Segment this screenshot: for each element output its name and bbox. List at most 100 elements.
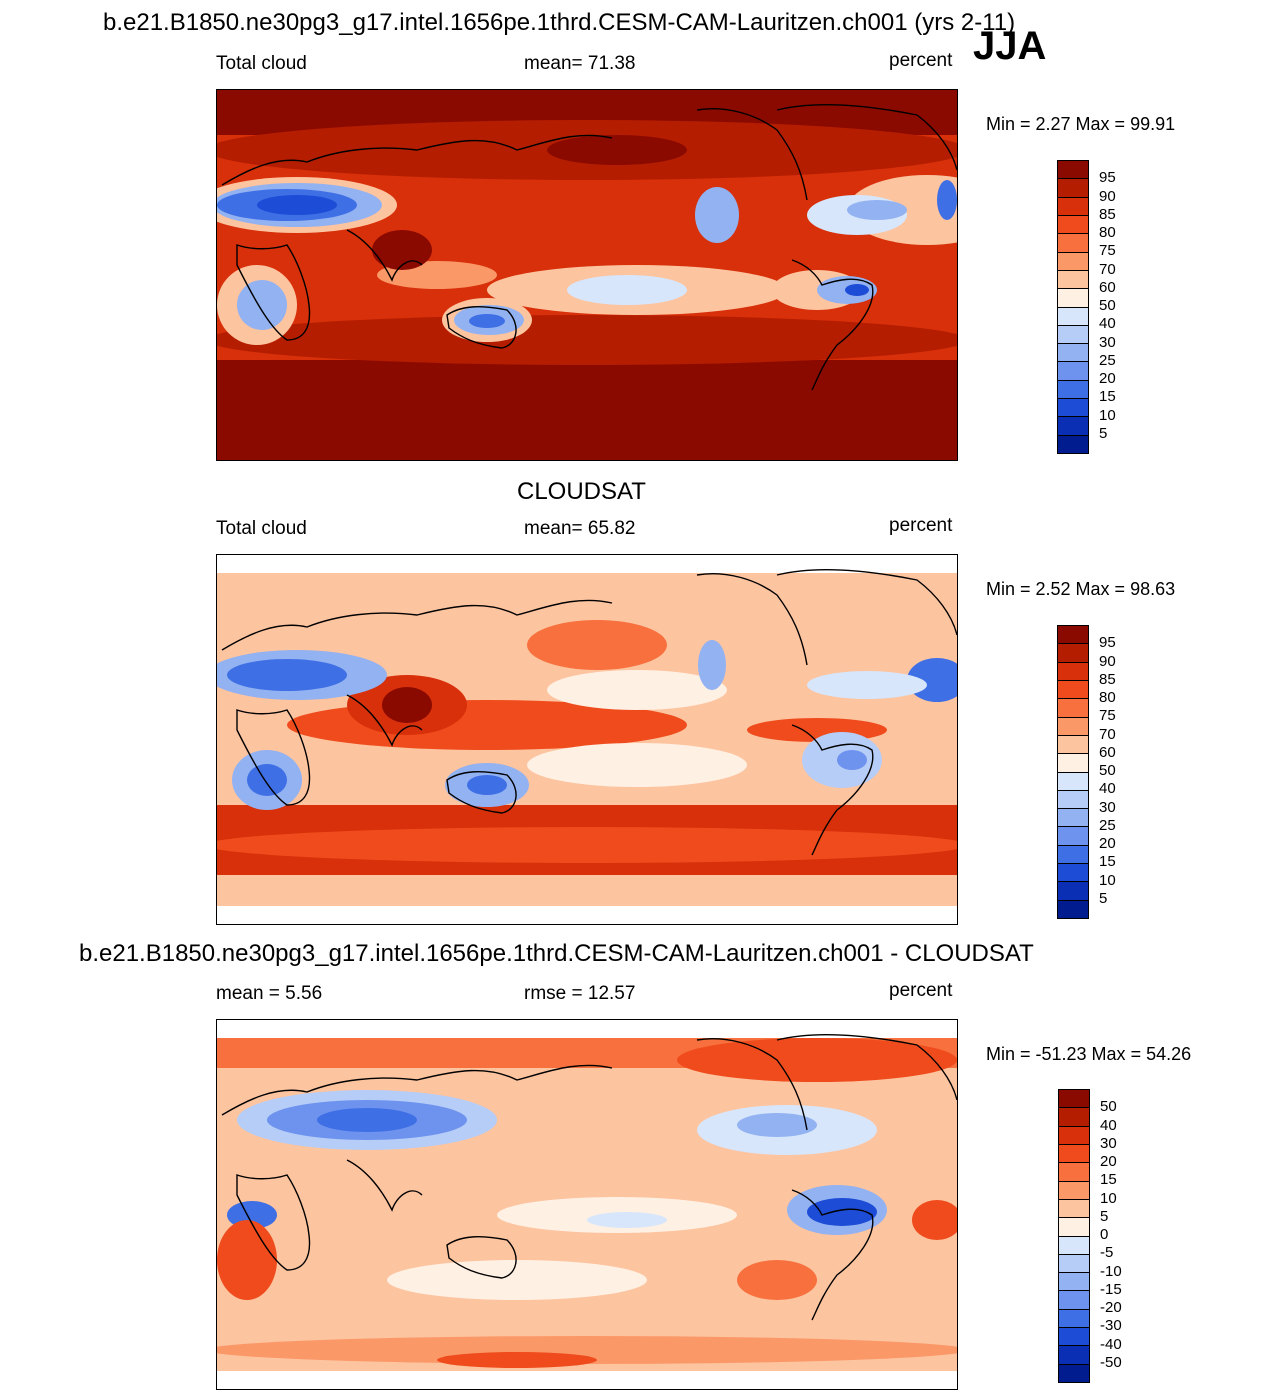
- colorbar-3-swatch: [1059, 1364, 1089, 1382]
- colorbar-2-swatch: [1058, 845, 1088, 865]
- colorbar-3-swatch: [1059, 1181, 1089, 1200]
- panel-3-field: [217, 1020, 957, 1389]
- panel-3-colorbar: [1058, 1089, 1090, 1383]
- colorbar-2-swatch: [1058, 809, 1088, 828]
- panel-3-mean-label: mean = 5.56: [216, 983, 323, 1004]
- panel-2-coastlines: [221, 568, 957, 856]
- colorbar-1-swatch: [1058, 362, 1088, 381]
- panel-1-minmax: Min = 2.27 Max = 99.91: [986, 114, 1176, 134]
- colorbar-2-tick-label: 20: [1099, 835, 1116, 852]
- colorbar-3-tick-label: -40: [1100, 1335, 1122, 1353]
- panel-2-map: [216, 554, 958, 925]
- panel-2-left-label: Total cloud: [216, 518, 307, 539]
- colorbar-2-tick-label: 70: [1099, 725, 1116, 743]
- panel-3-title: b.e21.B1850.ne30pg3_g17.intel.1656pe.1th…: [79, 940, 1034, 967]
- colorbar-1-swatch: [1058, 435, 1088, 453]
- colorbar-2-swatch: [1058, 699, 1088, 718]
- colorbar-3-swatch: [1059, 1328, 1089, 1347]
- colorbar-1-swatch: [1058, 234, 1088, 253]
- panel-3-rmse-label: rmse = 12.57: [524, 983, 636, 1004]
- colorbar-3-swatch: [1059, 1309, 1089, 1329]
- panel-3-map-svg: [217, 1020, 957, 1389]
- panel-1-title: b.e21.B1850.ne30pg3_g17.intel.1656pe.1th…: [103, 9, 1016, 36]
- colorbar-1-swatch: [1058, 325, 1088, 345]
- panel-1-left-label: Total cloud: [216, 53, 307, 74]
- panel-3-map: [216, 1019, 958, 1390]
- colorbar-2-swatch: [1058, 772, 1088, 791]
- colorbar-3-swatch: [1059, 1090, 1089, 1109]
- colorbar-1-tick-label: 25: [1099, 351, 1116, 369]
- colorbar-1-swatch: [1058, 417, 1088, 436]
- colorbar-1-tick-label: 50: [1099, 297, 1116, 314]
- panel-3-minmax: Min = -51.23 Max = 54.26: [986, 1044, 1192, 1064]
- panel-2-colorbar: [1057, 625, 1089, 919]
- colorbar-2-swatch: [1058, 827, 1088, 846]
- colorbar-1-tick-label: 80: [1099, 224, 1116, 241]
- colorbar-1-tick-label: 95: [1099, 169, 1116, 187]
- colorbar-3-swatch: [1059, 1163, 1089, 1182]
- colorbar-2-swatch: [1058, 754, 1088, 773]
- panel-3-units-label: percent: [889, 980, 953, 1001]
- colorbar-2-tick-label: 15: [1099, 853, 1116, 871]
- colorbar-3-tick-label: 0: [1100, 1226, 1109, 1243]
- colorbar-2-swatch: [1058, 735, 1088, 755]
- colorbar-1-tick-label: 40: [1099, 315, 1116, 333]
- colorbar-2-tick-label: 5: [1099, 889, 1108, 907]
- colorbar-1-tick-label: 10: [1099, 406, 1116, 424]
- colorbar-2-swatch: [1058, 680, 1088, 700]
- colorbar-2-tick-label: 90: [1099, 652, 1116, 670]
- colorbar-1-swatch: [1058, 161, 1088, 180]
- panel-1-colorbar: [1057, 160, 1089, 454]
- panel-1-coastlines: [221, 103, 957, 391]
- colorbar-3-tick-label: -20: [1100, 1299, 1122, 1316]
- colorbar-3-tick-label: 50: [1100, 1098, 1117, 1116]
- colorbar-1-tick-label: 60: [1099, 278, 1116, 296]
- colorbar-2-tick-label: 10: [1099, 871, 1116, 889]
- colorbar-1-swatch: [1058, 270, 1088, 290]
- colorbar-3-tick-label: 10: [1100, 1189, 1117, 1207]
- colorbar-3-swatch: [1059, 1199, 1089, 1219]
- colorbar-1-swatch: [1058, 179, 1088, 198]
- colorbar-1-tick-label: 70: [1099, 260, 1116, 278]
- colorbar-3-swatch: [1059, 1126, 1089, 1145]
- panel-2-map-svg: [217, 555, 957, 924]
- colorbar-3-tick-label: -30: [1100, 1317, 1122, 1335]
- colorbar-3-swatch: [1059, 1346, 1089, 1365]
- colorbar-2-tick-label: 80: [1099, 689, 1116, 706]
- colorbar-2-swatch: [1058, 864, 1088, 883]
- colorbar-1-swatch: [1058, 289, 1088, 308]
- colorbar-1-swatch: [1058, 380, 1088, 400]
- colorbar-1-swatch: [1058, 307, 1088, 326]
- colorbar-1-tick-label: 20: [1099, 370, 1116, 387]
- colorbar-2-swatch: [1058, 626, 1088, 645]
- colorbar-1-tick-label: 85: [1099, 205, 1116, 223]
- panel-1-mean-label: mean= 71.38: [524, 53, 636, 74]
- colorbar-3-tick-label: 20: [1100, 1153, 1117, 1170]
- colorbar-3-tick-label: 40: [1100, 1116, 1117, 1134]
- panel-1-map: [216, 89, 958, 461]
- colorbar-1-tick-label: 30: [1099, 333, 1116, 351]
- colorbar-2-tick-label: 50: [1099, 762, 1116, 779]
- panel-1-units-label: percent: [889, 50, 953, 71]
- colorbar-1-tick-label: 5: [1099, 424, 1108, 442]
- colorbar-2-tick-label: 30: [1099, 798, 1116, 816]
- colorbar-3-tick-label: -50: [1100, 1353, 1122, 1371]
- colorbar-3-tick-label: -15: [1100, 1280, 1122, 1298]
- colorbar-2-tick-label: 60: [1099, 743, 1116, 761]
- colorbar-1-tick-label: 90: [1099, 187, 1116, 205]
- colorbar-1-swatch: [1058, 344, 1088, 363]
- colorbar-3-swatch: [1059, 1254, 1089, 1274]
- colorbar-3-tick-label: -5: [1100, 1244, 1114, 1262]
- panel-2-mean-label: mean= 65.82: [524, 518, 636, 539]
- colorbar-3-swatch: [1059, 1108, 1089, 1127]
- colorbar-3-swatch: [1059, 1236, 1089, 1255]
- panel-2-units-label: percent: [889, 515, 953, 536]
- colorbar-3-tick-label: 15: [1100, 1171, 1117, 1189]
- colorbar-1-swatch: [1058, 252, 1088, 271]
- colorbar-2-swatch: [1058, 882, 1088, 901]
- colorbar-2-swatch: [1058, 900, 1088, 918]
- colorbar-2-tick-label: 85: [1099, 670, 1116, 688]
- colorbar-1-swatch: [1058, 215, 1088, 235]
- panel-1-field: [217, 90, 957, 460]
- colorbar-1-swatch: [1058, 399, 1088, 418]
